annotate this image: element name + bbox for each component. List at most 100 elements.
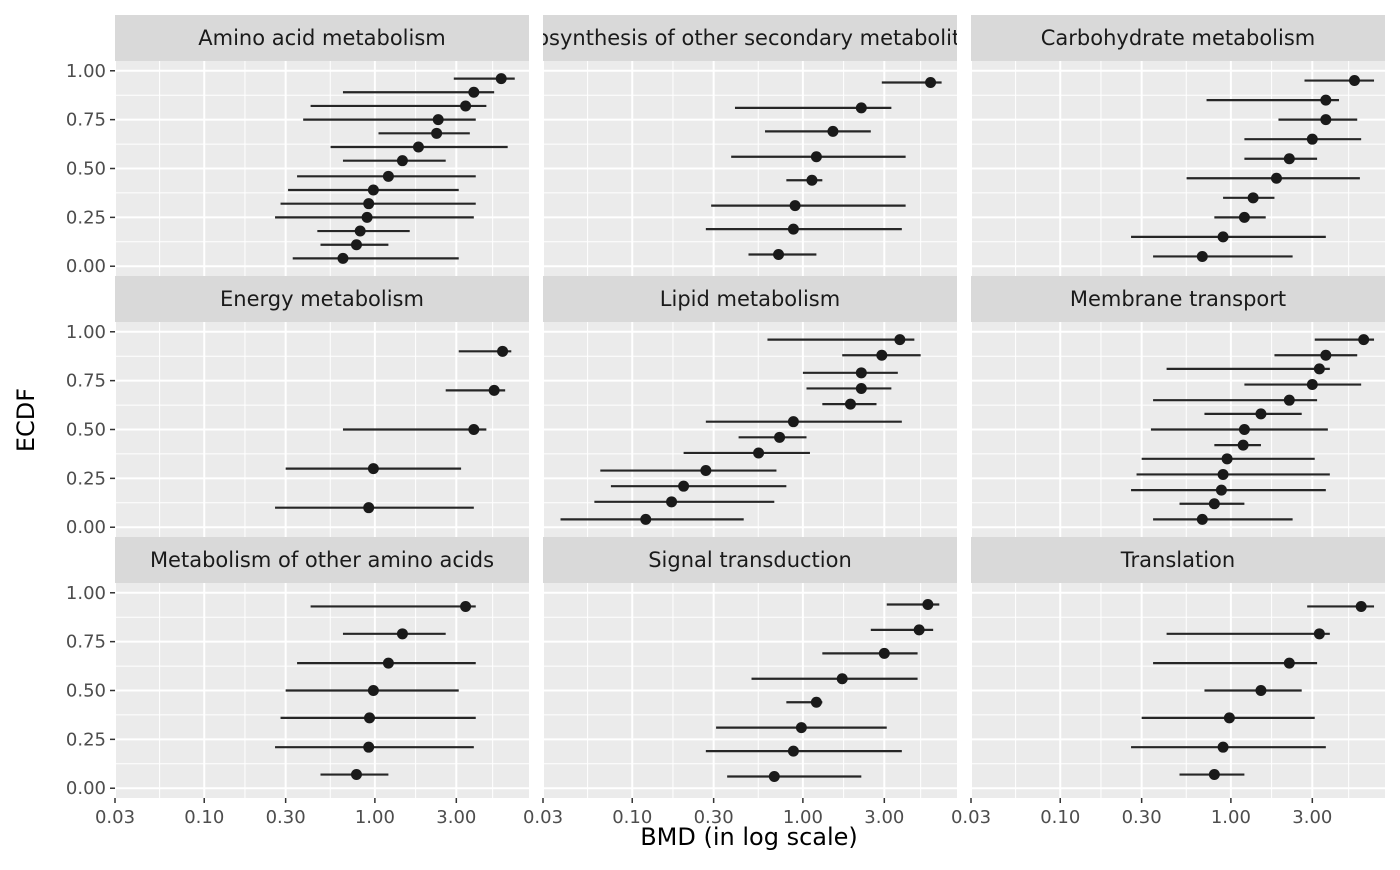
facet-data xyxy=(275,73,515,264)
y-tick-label: 1.00 xyxy=(66,322,106,343)
data-point xyxy=(678,480,690,492)
data-point xyxy=(367,184,379,196)
data-point xyxy=(913,624,925,636)
data-point xyxy=(1255,408,1267,420)
data-point xyxy=(810,151,822,163)
facet-title: Biosynthesis of other secondary metaboli… xyxy=(516,26,984,50)
data-point xyxy=(361,211,373,223)
data-point xyxy=(497,345,509,357)
data-point xyxy=(350,239,362,251)
x-tick-label: 3.00 xyxy=(436,807,476,828)
data-point xyxy=(1358,334,1370,346)
facet-strip xyxy=(971,15,1385,61)
data-point xyxy=(1208,769,1220,781)
data-point xyxy=(787,745,799,757)
x-tick-label: 0.30 xyxy=(694,807,734,828)
x-tick-label: 1.00 xyxy=(1211,807,1251,828)
x-tick-label: 1.00 xyxy=(355,807,395,828)
data-point xyxy=(1217,741,1229,753)
facet-panels: Amino acid metabolism Biosynthesis of oth… xyxy=(114,15,1385,798)
data-point xyxy=(432,114,444,126)
data-point xyxy=(363,198,375,210)
x-tick-label: 3.00 xyxy=(1292,807,1332,828)
x-axis: 0.03 0.10 0.30 1.00 3.00 xyxy=(95,798,476,828)
y-tick-label: 0.75 xyxy=(66,371,106,392)
data-point xyxy=(382,170,394,182)
facet-3: Carbohydrate metabolism xyxy=(970,15,1385,276)
facet-title: Lipid metabolism xyxy=(660,287,840,311)
y-tick-label: 0.00 xyxy=(66,778,106,799)
data-point xyxy=(787,223,799,235)
facet-title: Carbohydrate metabolism xyxy=(1041,26,1315,50)
facet-6: Membrane transport xyxy=(970,276,1385,537)
facet-title: Signal transduction xyxy=(648,548,852,572)
y-tick-label: 0.00 xyxy=(66,256,106,277)
facet-data xyxy=(275,600,476,781)
data-point xyxy=(855,382,867,394)
y-tick-label: 0.75 xyxy=(66,632,106,653)
facet-data xyxy=(1131,600,1375,781)
y-tick-label: 0.75 xyxy=(66,110,106,131)
x-tick-label: 1.00 xyxy=(783,807,823,828)
facet-strip xyxy=(115,15,529,61)
data-point xyxy=(844,398,856,410)
data-point xyxy=(640,513,652,525)
y-tick-label: 0.25 xyxy=(66,207,106,228)
data-point xyxy=(1283,657,1295,669)
gridlines xyxy=(114,583,529,798)
data-point xyxy=(1270,172,1282,184)
y-axis: 0.00 0.25 0.50 0.75 1.00 xyxy=(66,61,115,277)
x-tick-label: 0.03 xyxy=(523,807,563,828)
data-point xyxy=(1283,394,1295,406)
y-tick-label: 0.50 xyxy=(66,681,106,702)
data-point xyxy=(1306,379,1318,391)
y-tick-label: 0.25 xyxy=(66,468,106,489)
gridlines xyxy=(542,583,957,798)
gridlines xyxy=(970,583,1385,798)
data-point xyxy=(396,155,408,167)
y-tick-label: 0.25 xyxy=(66,729,106,750)
data-point xyxy=(1196,250,1208,262)
data-point xyxy=(753,447,765,459)
facet-4: Energy metabolism xyxy=(114,276,529,537)
data-point xyxy=(460,100,472,112)
data-point xyxy=(337,252,349,264)
data-point xyxy=(363,741,375,753)
data-point xyxy=(367,463,379,475)
x-tick-label: 0.03 xyxy=(951,807,991,828)
data-point xyxy=(700,465,712,477)
data-point xyxy=(827,125,839,137)
y-axis: 0.00 0.25 0.50 0.75 1.00 xyxy=(66,322,115,538)
data-point xyxy=(774,431,786,443)
data-point xyxy=(1306,133,1318,145)
data-point xyxy=(1283,153,1295,165)
data-point xyxy=(922,599,934,610)
data-point xyxy=(1223,712,1235,724)
data-point xyxy=(367,685,379,696)
facet-strip xyxy=(971,276,1385,322)
data-point xyxy=(768,771,780,782)
data-point xyxy=(431,127,443,139)
x-axis-title: BMD (in log scale) xyxy=(640,823,858,851)
data-point xyxy=(364,712,376,724)
y-tick-label: 0.50 xyxy=(66,159,106,180)
data-point xyxy=(1238,424,1250,435)
x-tick-label: 0.10 xyxy=(612,807,652,828)
x-tick-label: 0.10 xyxy=(1040,807,1080,828)
data-point xyxy=(1355,600,1367,612)
gridlines xyxy=(970,322,1385,537)
data-point xyxy=(789,200,801,212)
data-point xyxy=(855,102,867,114)
data-point xyxy=(1348,75,1360,87)
facet-strip xyxy=(115,276,529,322)
data-point xyxy=(1247,192,1259,204)
data-point xyxy=(488,384,500,396)
data-point xyxy=(1238,211,1250,223)
facet-data xyxy=(1131,75,1375,262)
facet-strip xyxy=(543,276,957,322)
data-point xyxy=(855,367,867,379)
data-point xyxy=(1196,513,1208,525)
data-point xyxy=(1320,94,1332,106)
facet-5: Lipid metabolism xyxy=(542,276,957,537)
